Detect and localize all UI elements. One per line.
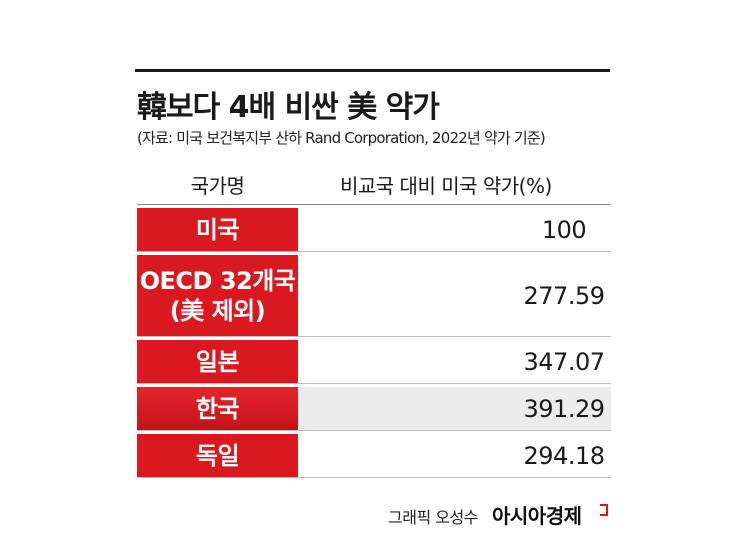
header-value: 비교국 대비 미국 약가(%) bbox=[340, 174, 552, 198]
header-country: 국가명 bbox=[190, 174, 245, 198]
table-header: 국가명 비교국 대비 미국 약가(%) bbox=[137, 170, 611, 202]
value-label: 294.18 bbox=[523, 441, 605, 470]
source-note: (자료: 미국 보건복지부 산하 Rand Corporation, 2022년… bbox=[137, 129, 546, 147]
country-label: OECD 32개국 bbox=[139, 266, 296, 295]
value-label: 100 bbox=[541, 215, 587, 244]
country-label-sub: (美 제외) bbox=[169, 296, 266, 325]
value-label: 277.59 bbox=[523, 281, 605, 310]
graphic-credit: 그래픽 오성수 bbox=[388, 508, 478, 527]
table-row-highlight: 한국 391.29 bbox=[137, 387, 611, 431]
value-cell: 100 bbox=[298, 208, 611, 251]
country-cell: 미국 bbox=[137, 208, 298, 251]
country-cell: OECD 32개국 (美 제외) bbox=[137, 255, 298, 336]
brand-logo: 아시아경제 bbox=[492, 504, 582, 528]
country-label: 미국 bbox=[195, 215, 240, 244]
country-cell: 한국 bbox=[137, 387, 298, 430]
value-label: 347.07 bbox=[523, 347, 605, 376]
brand-mark-icon bbox=[600, 504, 608, 516]
table-row: OECD 32개국 (美 제외) 277.59 bbox=[137, 255, 611, 337]
price-table: 미국 100 OECD 32개국 (美 제외) 277.59 일본 347.07… bbox=[137, 208, 611, 478]
table-row: 일본 347.07 bbox=[137, 340, 611, 384]
country-cell: 독일 bbox=[137, 434, 298, 477]
country-label: 독일 bbox=[195, 441, 240, 470]
page-title: 韓보다 4배 비싼 美 약가 bbox=[137, 90, 440, 125]
value-cell: 347.07 bbox=[298, 340, 611, 383]
value-cell: 294.18 bbox=[298, 434, 611, 477]
table-row: 독일 294.18 bbox=[137, 434, 611, 478]
country-label: 한국 bbox=[195, 394, 240, 423]
value-cell: 277.59 bbox=[298, 255, 611, 336]
value-label: 391.29 bbox=[523, 394, 605, 423]
value-cell: 391.29 bbox=[298, 387, 611, 430]
header-divider bbox=[137, 204, 611, 205]
top-rule bbox=[135, 69, 610, 72]
country-cell: 일본 bbox=[137, 340, 298, 383]
table-row: 미국 100 bbox=[137, 208, 611, 252]
country-label: 일본 bbox=[195, 347, 240, 376]
